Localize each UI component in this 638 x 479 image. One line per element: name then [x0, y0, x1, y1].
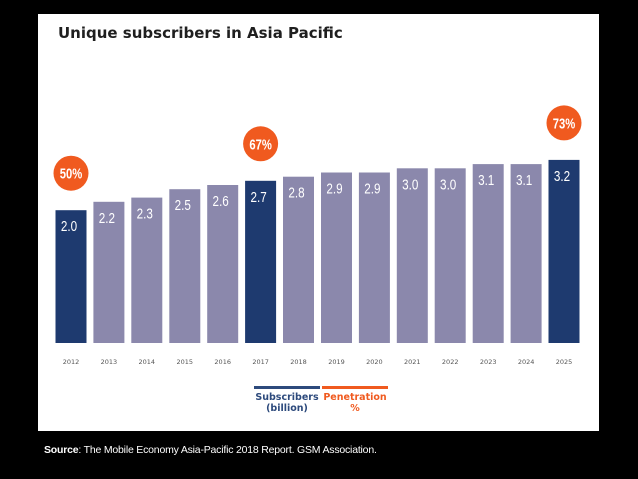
legend-subscribers-swatch [254, 386, 320, 389]
bar-value-2023: 3.1 [478, 172, 494, 189]
bar-value-2017: 2.7 [250, 188, 266, 205]
bar-value-2018: 2.8 [288, 184, 304, 201]
penetration-label-2025: 73% [553, 115, 576, 132]
legend-penetration: Penetration % [314, 386, 396, 414]
bar-value-2012: 2.0 [61, 218, 77, 235]
bar-2021 [396, 168, 428, 343]
bar-2015 [169, 189, 201, 343]
penetration-badge-2017 [243, 126, 279, 162]
legend-penetration-label: Penetration [323, 392, 387, 403]
x-tick-2024: 2024 [518, 358, 535, 366]
bar-value-2025: 3.2 [554, 168, 570, 185]
legend-subscribers-label: Subscribers [255, 392, 319, 403]
bar-2017 [245, 180, 277, 343]
bar-value-2013: 2.2 [99, 209, 115, 226]
bar-chart: 2.0 2012 2.2 2013 2.3 2014 2.5 2015 2.6 2016 2.7 20… [53, 105, 582, 366]
x-tick-2020: 2020 [366, 358, 383, 366]
x-tick-2025: 2025 [556, 358, 573, 366]
penetration-badge-2025 [546, 105, 582, 141]
x-tick-2016: 2016 [214, 358, 231, 366]
bar-value-2019: 2.9 [326, 180, 342, 197]
bar-value-2016: 2.6 [213, 193, 229, 210]
bar-value-2014: 2.3 [137, 205, 153, 222]
bar-2018 [283, 176, 314, 343]
bar-2024 [510, 164, 542, 343]
bar-2013 [93, 201, 125, 343]
x-tick-2017: 2017 [252, 358, 269, 366]
bar-value-2024: 3.1 [516, 172, 532, 189]
bar-value-2015: 2.5 [175, 197, 191, 214]
source-text: : The Mobile Economy Asia-Pacific 2018 R… [78, 444, 377, 456]
penetration-badge-2012 [53, 155, 89, 191]
source-caption: Source: The Mobile Economy Asia-Pacific … [44, 444, 377, 456]
penetration-label-2017: 67% [249, 136, 272, 153]
x-tick-2023: 2023 [480, 358, 497, 366]
legend-penetration-unit: % [350, 403, 360, 414]
penetration-label-2012: 50% [60, 165, 83, 182]
bar-2020 [358, 172, 390, 343]
x-tick-2013: 2013 [101, 358, 118, 366]
x-tick-2015: 2015 [177, 358, 194, 366]
x-tick-2014: 2014 [139, 358, 156, 366]
bar-2023 [472, 164, 504, 343]
x-tick-2021: 2021 [404, 358, 421, 366]
bar-2012 [55, 210, 87, 343]
bar-value-2020: 2.9 [364, 180, 380, 197]
bar-2016 [207, 185, 239, 343]
legend-subscribers: Subscribers (billion) [246, 386, 328, 414]
legend-subscribers-unit: (billion) [266, 403, 308, 414]
x-tick-2018: 2018 [290, 358, 307, 366]
x-tick-2019: 2019 [328, 358, 345, 366]
bar-2022 [434, 168, 466, 343]
bar-2014 [131, 197, 163, 343]
bar-value-2021: 3.0 [402, 176, 418, 193]
source-label: Source [44, 444, 79, 456]
x-tick-2012: 2012 [63, 358, 80, 366]
bar-2025 [548, 159, 580, 343]
bar-2019 [321, 172, 352, 343]
bar-value-2022: 3.0 [440, 176, 456, 193]
slide-panel: Unique subscribers in Asia Pacific 2.0 20… [38, 14, 599, 431]
legend-penetration-swatch [322, 386, 388, 389]
x-tick-2022: 2022 [442, 358, 459, 366]
chart-title: Unique subscribers in Asia Pacific [58, 24, 343, 42]
